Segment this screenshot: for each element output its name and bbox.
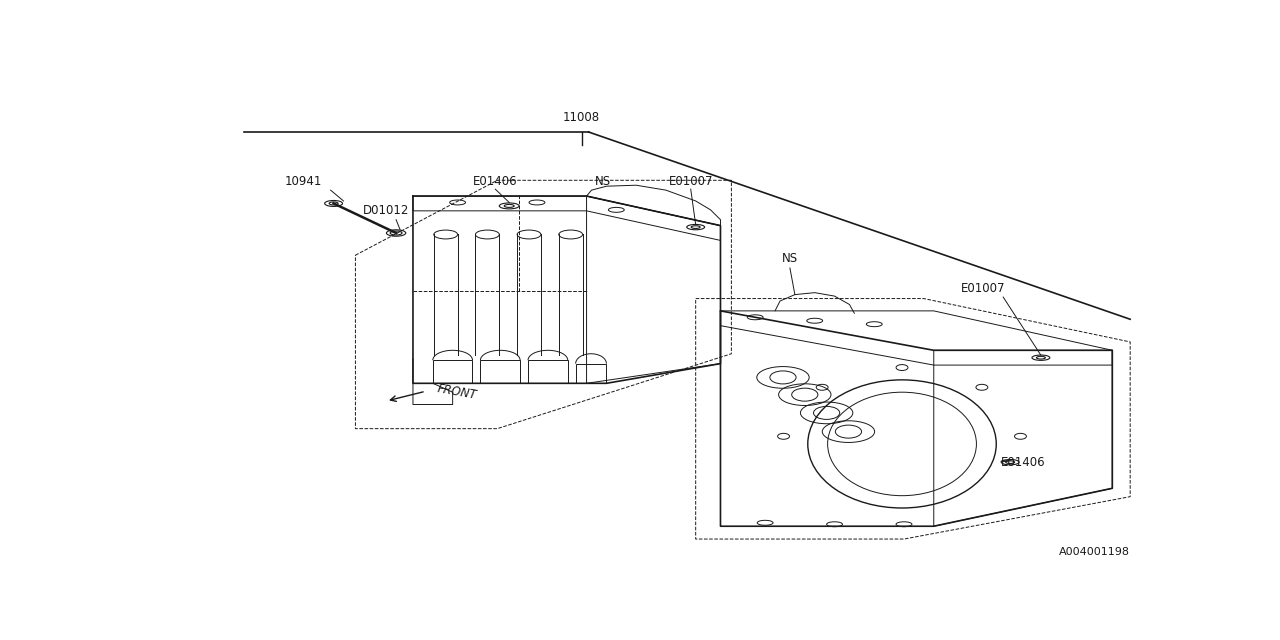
Text: D01012: D01012 (364, 204, 410, 217)
Text: FRONT: FRONT (435, 382, 477, 402)
Text: E01406: E01406 (474, 175, 517, 188)
Text: NS: NS (595, 175, 612, 188)
Bar (433, 360, 472, 383)
Bar (529, 360, 568, 383)
Text: 11008: 11008 (563, 111, 600, 124)
Text: A004001198: A004001198 (1059, 547, 1130, 557)
Text: E01007: E01007 (668, 175, 713, 188)
Text: NS: NS (782, 252, 797, 265)
Text: 10941: 10941 (285, 175, 323, 188)
Text: E01406: E01406 (1001, 456, 1046, 468)
Text: E01007: E01007 (961, 282, 1006, 294)
Bar (480, 360, 520, 383)
Bar (576, 364, 607, 383)
